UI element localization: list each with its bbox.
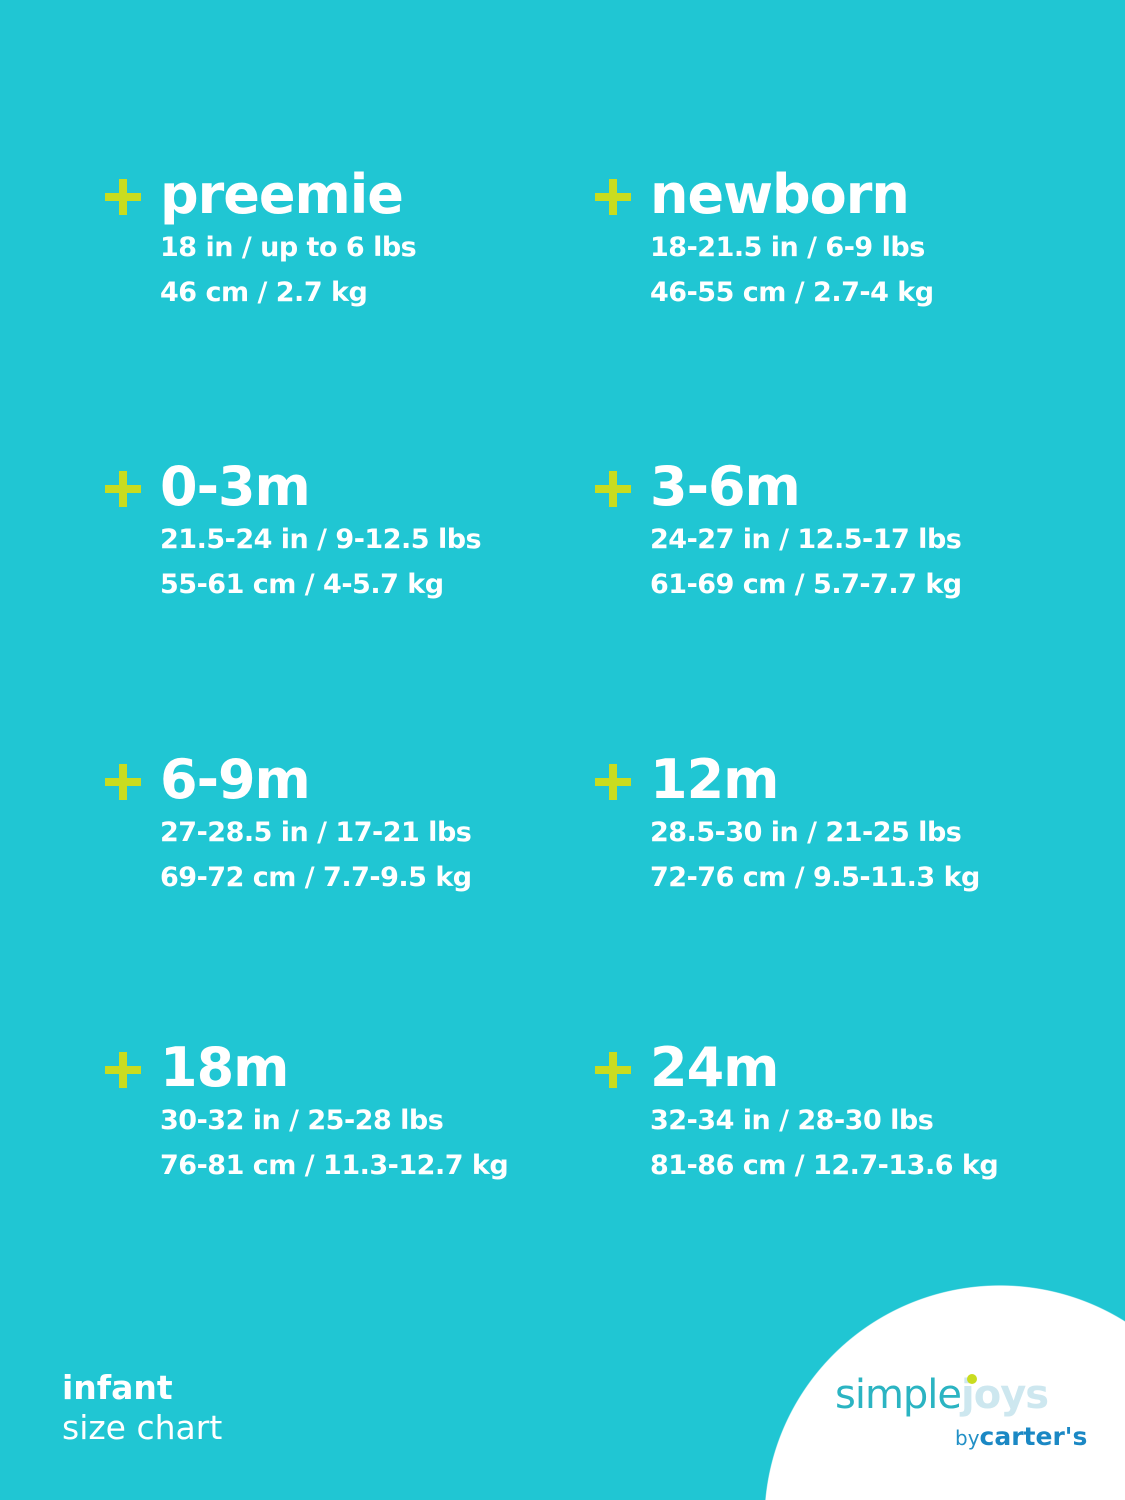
size-label: preemie xyxy=(160,163,404,226)
size-block-newborn: newborn 18-21.5 in / 6-9 lbs 46-55 cm / … xyxy=(595,163,1090,315)
size-imperial: 32-34 in / 28-30 lbs xyxy=(650,1105,934,1136)
size-block-0-3m: 0-3m 21.5-24 in / 9-12.5 lbs 55-61 cm / … xyxy=(105,455,600,607)
plus-icon xyxy=(105,471,141,507)
size-metric: 76-81 cm / 11.3-12.7 kg xyxy=(160,1150,509,1181)
plus-icon xyxy=(105,1052,141,1088)
size-imperial: 30-32 in / 25-28 lbs xyxy=(160,1105,444,1136)
size-block-12m: 12m 28.5-30 in / 21-25 lbs 72-76 cm / 9.… xyxy=(595,748,1090,900)
logo-joys: joys xyxy=(961,1372,1049,1418)
size-imperial: 27-28.5 in / 17-21 lbs xyxy=(160,817,472,848)
size-block-6-9m: 6-9m 27-28.5 in / 17-21 lbs 69-72 cm / 7… xyxy=(105,748,600,900)
size-metric: 72-76 cm / 9.5-11.3 kg xyxy=(650,862,980,893)
size-block-24m: 24m 32-34 in / 28-30 lbs 81-86 cm / 12.7… xyxy=(595,1036,1090,1188)
logo-brand: carter's xyxy=(979,1422,1088,1451)
size-metric: 69-72 cm / 7.7-9.5 kg xyxy=(160,862,472,893)
size-imperial: 24-27 in / 12.5-17 lbs xyxy=(650,524,962,555)
plus-icon xyxy=(595,471,631,507)
logo-by: by xyxy=(955,1426,980,1450)
logo-background xyxy=(764,1285,1125,1500)
size-imperial: 18 in / up to 6 lbs xyxy=(160,232,417,263)
logo-byline: bycarter's xyxy=(955,1422,1087,1451)
plus-icon xyxy=(595,764,631,800)
size-label: 3-6m xyxy=(650,455,801,518)
size-metric: 46 cm / 2.7 kg xyxy=(160,277,368,308)
size-label: 18m xyxy=(160,1036,289,1099)
size-block-18m: 18m 30-32 in / 25-28 lbs 76-81 cm / 11.3… xyxy=(105,1036,600,1188)
size-label: 6-9m xyxy=(160,748,311,811)
size-block-preemie: preemie 18 in / up to 6 lbs 46 cm / 2.7 … xyxy=(105,163,600,315)
size-label: 24m xyxy=(650,1036,779,1099)
logo-dot xyxy=(967,1374,978,1384)
size-imperial: 28.5-30 in / 21-25 lbs xyxy=(650,817,962,848)
caption-subtitle: size chart xyxy=(62,1408,223,1447)
size-metric: 55-61 cm / 4-5.7 kg xyxy=(160,569,444,600)
size-label: 0-3m xyxy=(160,455,311,518)
plus-icon xyxy=(105,764,141,800)
brand-logo: simple joys bycarter's xyxy=(835,1372,1095,1451)
size-imperial: 21.5-24 in / 9-12.5 lbs xyxy=(160,524,482,555)
plus-icon xyxy=(595,1052,631,1088)
chart-caption: infant size chart xyxy=(62,1368,222,1448)
plus-icon xyxy=(595,179,631,215)
logo-simple: simple xyxy=(835,1372,962,1418)
size-imperial: 18-21.5 in / 6-9 lbs xyxy=(650,232,925,263)
size-label: 12m xyxy=(650,748,779,811)
size-label: newborn xyxy=(650,163,910,226)
plus-icon xyxy=(105,179,141,215)
size-metric: 81-86 cm / 12.7-13.6 kg xyxy=(650,1150,999,1181)
caption-title: infant xyxy=(62,1368,173,1407)
size-metric: 61-69 cm / 5.7-7.7 kg xyxy=(650,569,962,600)
size-metric: 46-55 cm / 2.7-4 kg xyxy=(650,277,934,308)
size-block-3-6m: 3-6m 24-27 in / 12.5-17 lbs 61-69 cm / 5… xyxy=(595,455,1090,607)
